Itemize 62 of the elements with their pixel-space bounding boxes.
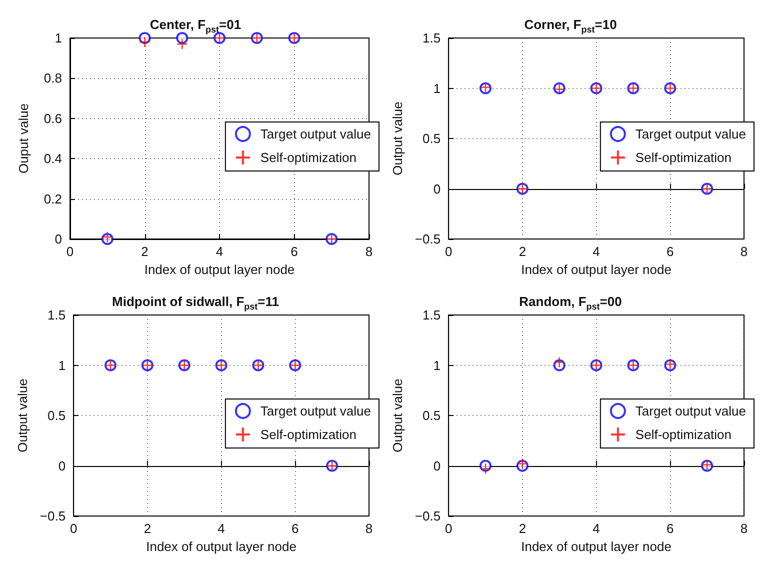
y-tick-label: 0.8 xyxy=(44,70,62,86)
y-axis-title: Output value xyxy=(15,378,30,452)
y-tick-label: 0 xyxy=(54,232,62,246)
x-tick-label: 4 xyxy=(216,244,224,259)
y-tick-label: 0.5 xyxy=(47,408,66,423)
x-tick-label: 8 xyxy=(365,244,373,259)
y-axis-title: Output value xyxy=(390,102,405,176)
point xyxy=(480,463,492,474)
y-tick-label: 0.5 xyxy=(422,408,441,423)
y-tick-label: −0.5 xyxy=(414,508,441,524)
x-tick-label: 8 xyxy=(365,521,373,536)
x-tick-label: 6 xyxy=(292,521,299,536)
legend-label: Self-optimization xyxy=(635,150,732,165)
x-tick-label: 4 xyxy=(592,244,600,259)
legend-label: Target output value xyxy=(260,126,371,142)
point xyxy=(516,458,528,470)
y-tick-label: 1.5 xyxy=(422,30,441,46)
x-tick-label: 0 xyxy=(70,521,78,536)
x-tick-label: 2 xyxy=(144,521,152,536)
x-tick-label: 2 xyxy=(518,244,526,259)
y-tick-label: −0.5 xyxy=(414,232,441,246)
x-tick-label: 8 xyxy=(740,521,748,536)
x-tick-label: 2 xyxy=(141,244,148,259)
point xyxy=(139,36,150,48)
x-axis-title: Index of output layer node xyxy=(146,538,296,554)
point xyxy=(554,356,565,368)
x-tick-label: 8 xyxy=(740,244,748,259)
y-tick-label: 1.5 xyxy=(422,308,441,322)
x-tick-label: 4 xyxy=(592,521,600,536)
point xyxy=(176,38,188,50)
y-tick-label: 0.4 xyxy=(44,151,62,166)
y-tick-label: 1.5 xyxy=(47,308,66,322)
x-tick-label: 4 xyxy=(218,521,225,536)
y-tick-label: 0.6 xyxy=(44,110,62,126)
y-tick-label: 0 xyxy=(433,181,441,196)
x-tick-label: 0 xyxy=(444,521,452,536)
x-axis-title: Index of output layer node xyxy=(521,538,672,554)
legend-label: Target output value xyxy=(260,404,371,418)
y-axis-title: Ouput value xyxy=(16,103,31,174)
x-tick-label: 2 xyxy=(518,521,526,536)
y-tick-label: 1 xyxy=(433,358,441,373)
x-tick-label: 6 xyxy=(666,521,674,536)
legend-label: Self-optimization xyxy=(260,150,357,165)
y-tick-label: 1 xyxy=(58,358,66,373)
y-tick-label: 1 xyxy=(54,30,62,46)
x-axis-title: Index of output layer node xyxy=(144,262,295,277)
point xyxy=(176,32,188,44)
legend-label: Target output value xyxy=(635,404,746,418)
y-tick-label: 0.2 xyxy=(44,191,62,206)
x-tick-label: 6 xyxy=(666,244,674,259)
legend-label: Self-optimization xyxy=(635,427,732,442)
legend-label: Target output value xyxy=(635,126,746,142)
y-tick-label: 0 xyxy=(58,458,66,474)
y-tick-label: −0.5 xyxy=(40,508,66,524)
y-tick-label: 0 xyxy=(433,458,441,474)
legend-label: Self-optimization xyxy=(260,427,357,442)
x-tick-label: 0 xyxy=(444,244,452,259)
x-axis-title: Index of output layer node xyxy=(521,262,672,277)
x-tick-label: 6 xyxy=(290,244,298,259)
y-axis-title: Output value xyxy=(390,378,405,452)
y-tick-label: 1 xyxy=(433,80,441,96)
y-tick-label: 0.5 xyxy=(422,131,441,146)
